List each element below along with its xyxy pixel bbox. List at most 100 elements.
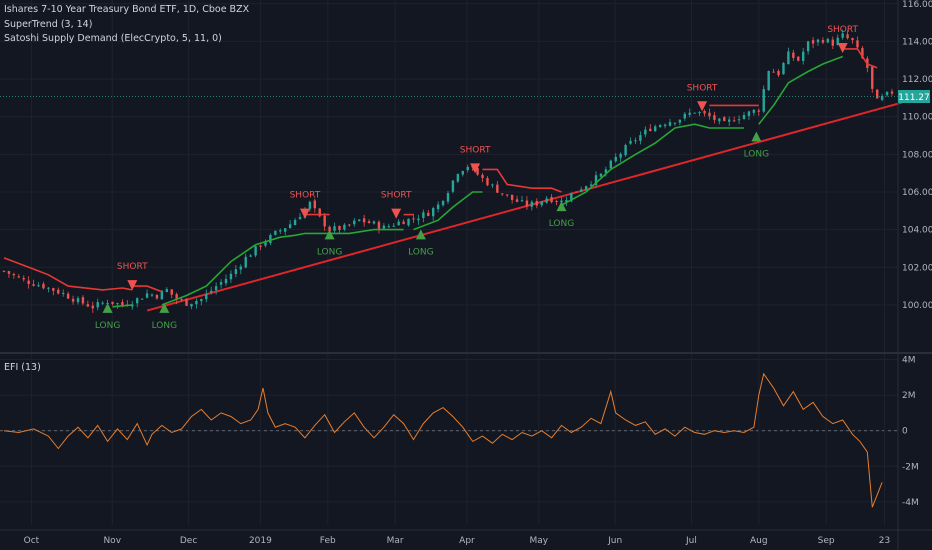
candle-body — [594, 175, 598, 185]
long-label: LONG — [549, 219, 575, 229]
candle-body — [802, 51, 805, 61]
efi-label: EFI (13) — [4, 362, 41, 373]
long-marker — [102, 302, 113, 313]
candle-body — [348, 224, 351, 226]
price-tick-label: 110.00 — [902, 113, 932, 123]
candle-body — [367, 221, 371, 224]
candle-body — [101, 302, 104, 304]
candle-body — [658, 125, 662, 128]
candle-body — [140, 298, 144, 300]
candle-body — [570, 192, 573, 202]
candle-body — [170, 289, 173, 295]
candle-body — [851, 38, 854, 41]
candle-body — [742, 115, 746, 120]
candle-body — [703, 110, 706, 114]
candle-body — [293, 219, 297, 226]
candle-body — [195, 300, 198, 305]
candle-body — [540, 201, 543, 206]
candle-body — [481, 174, 484, 179]
candle-body — [624, 145, 627, 156]
candle-body — [713, 115, 716, 120]
candle-body — [629, 140, 632, 144]
candle-body — [792, 52, 795, 58]
candle-body — [486, 178, 489, 186]
time-tick-label: Oct — [24, 536, 40, 546]
short-label: SHORT — [381, 191, 412, 201]
candle-body — [150, 294, 154, 296]
candle-body — [501, 193, 504, 195]
candle-body — [392, 225, 395, 227]
candle-body — [62, 292, 65, 294]
candle-body — [555, 200, 558, 202]
candle-body — [787, 51, 790, 65]
price-badge: 111.27 — [898, 90, 930, 103]
candle-body — [476, 168, 479, 175]
candle-body — [466, 166, 469, 171]
candle-body — [639, 135, 642, 141]
candle-body — [816, 39, 820, 43]
candle-body — [678, 119, 682, 123]
candle-body — [2, 270, 6, 272]
candle-body — [284, 228, 287, 232]
candle-body — [461, 171, 464, 175]
candle-body — [737, 119, 741, 121]
price-tick-label: 100.00 — [902, 301, 932, 311]
candle-body — [17, 276, 20, 278]
candle-body — [37, 285, 40, 287]
time-tick-label: Apr — [459, 536, 475, 546]
candle-body — [298, 217, 302, 220]
efi-tick-label: 0 — [902, 427, 908, 437]
candle-body — [856, 40, 859, 48]
candle-body — [757, 110, 760, 112]
candle-body — [496, 184, 499, 193]
candle-body — [668, 122, 672, 126]
candle-body — [224, 278, 228, 284]
short-marker — [697, 101, 708, 112]
candle-body — [589, 184, 593, 186]
candle-body — [654, 126, 657, 132]
trendline — [146, 101, 903, 312]
candle-body — [313, 200, 316, 209]
candle-body — [732, 120, 736, 122]
efi-tick-label: -4M — [902, 498, 919, 508]
efi-tick-label: 2M — [902, 391, 916, 401]
signal-markers: LONG SHORT LONG SHORT LONG SHORT LONG SHORT LONG… — [95, 25, 859, 331]
supertrend-up-line — [561, 123, 744, 206]
candle-body — [372, 221, 376, 224]
candle-body — [86, 304, 90, 307]
price-tick-label: 102.00 — [902, 263, 932, 273]
candle-body — [239, 266, 242, 270]
candle-body — [343, 224, 346, 230]
candle-body — [27, 280, 30, 285]
candle-body — [42, 283, 45, 289]
candle-body — [412, 218, 415, 220]
long-label: LONG — [408, 247, 434, 257]
short-marker — [837, 42, 848, 53]
efi-line — [3, 372, 883, 508]
candle-body — [382, 225, 386, 229]
candle-body — [155, 295, 159, 299]
candle-body — [876, 89, 879, 99]
candle-body — [190, 303, 193, 307]
time-tick-label: Dec — [180, 536, 197, 546]
candle-body — [229, 273, 233, 280]
time-tick-label: Nov — [103, 536, 121, 546]
candle-body — [688, 112, 691, 115]
candle-body — [777, 70, 780, 76]
candle-body — [525, 200, 529, 207]
candle-body — [7, 271, 11, 274]
time-tick-label: May — [529, 536, 548, 546]
candle-body — [353, 220, 356, 225]
candle-body — [698, 112, 701, 114]
candle-body — [234, 269, 238, 274]
candle-body — [506, 194, 509, 196]
candle-body — [76, 298, 80, 303]
candle-body — [52, 288, 55, 291]
long-label: LONG — [744, 150, 770, 160]
candle-body — [604, 169, 608, 173]
short-marker — [299, 208, 310, 219]
time-tick-label: Jun — [607, 536, 622, 546]
candle-body — [723, 117, 726, 122]
candle-body — [387, 226, 390, 228]
